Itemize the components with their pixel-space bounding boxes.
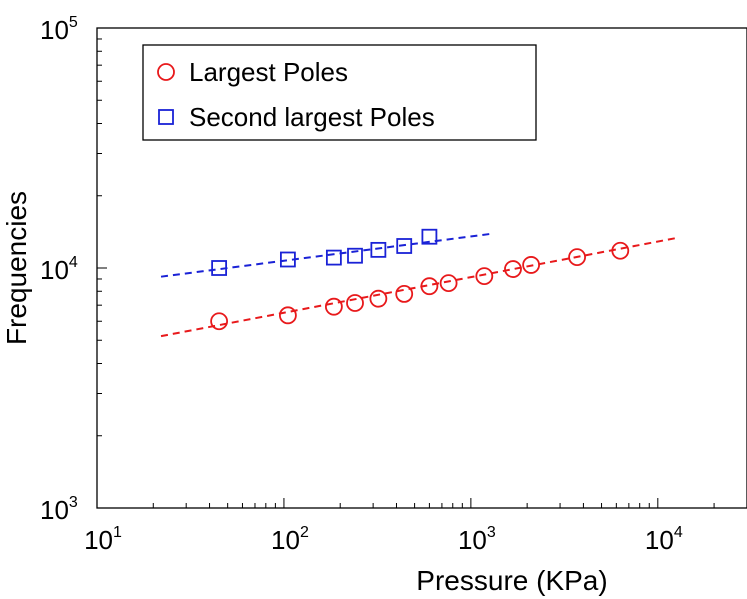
- circle-marker: [568, 248, 586, 267]
- legend: Largest Poles Second largest Poles: [142, 44, 537, 141]
- circle-marker: [210, 312, 229, 331]
- x-tick-exponent: 3: [487, 524, 496, 541]
- square-marker: [325, 249, 342, 266]
- legend-box: [142, 44, 537, 141]
- square-marker: [279, 251, 296, 268]
- x-tick-exponent: 4: [674, 524, 683, 541]
- circle-marker: [475, 267, 494, 286]
- y-tick-base: 10: [40, 495, 69, 525]
- y-tick-exponent: 4: [69, 254, 78, 271]
- legend-label-largest-poles: Largest Poles: [189, 57, 348, 87]
- y-tick-exponent: 5: [69, 14, 78, 31]
- circle-marker: [522, 256, 541, 274]
- circle-marker: [324, 297, 343, 316]
- x-axis-label: Pressure (KPa): [416, 565, 607, 596]
- x-tick-base: 10: [458, 525, 487, 555]
- y-tick-label: 103: [40, 494, 78, 525]
- circle-marker: [439, 274, 458, 293]
- circle-marker: [346, 294, 364, 312]
- legend-marker-second-largest-poles: [158, 109, 174, 125]
- x-tick-exponent: 2: [300, 524, 309, 541]
- y-tick-exponent: 3: [69, 494, 78, 511]
- y-tick-base: 10: [40, 15, 69, 45]
- square-marker: [421, 228, 438, 245]
- square-marker: [370, 241, 387, 258]
- square-marker: [396, 238, 413, 254]
- x-tick-label: 102: [271, 524, 309, 555]
- square-marker: [211, 260, 228, 276]
- circle-marker: [369, 289, 388, 308]
- circle-marker: [420, 277, 439, 296]
- circle-marker: [278, 306, 297, 325]
- y-tick-label: 104: [40, 254, 78, 285]
- x-tick-base: 10: [84, 525, 113, 555]
- y-axis-label: Frequencies: [1, 191, 32, 345]
- legend-label-second-largest-poles: Second largest Poles: [189, 102, 435, 132]
- x-tick-base: 10: [271, 525, 300, 555]
- circle-marker: [504, 260, 522, 278]
- x-tick-base: 10: [645, 525, 674, 555]
- circle-marker: [395, 284, 414, 303]
- x-tick-label: 103: [458, 524, 496, 555]
- y-tick-base: 10: [40, 255, 69, 285]
- x-axis-ticks: 101 102 103 104: [84, 498, 747, 555]
- x-tick-label: 101: [84, 524, 122, 555]
- legend-marker-largest-poles: [157, 63, 175, 81]
- data-markers: [210, 228, 630, 331]
- y-tick-label: 105: [40, 14, 78, 45]
- square-marker: [347, 247, 363, 264]
- circle-marker: [611, 241, 630, 260]
- x-tick-label: 104: [645, 524, 683, 555]
- x-tick-exponent: 1: [113, 524, 122, 541]
- fit-line: [160, 236, 680, 338]
